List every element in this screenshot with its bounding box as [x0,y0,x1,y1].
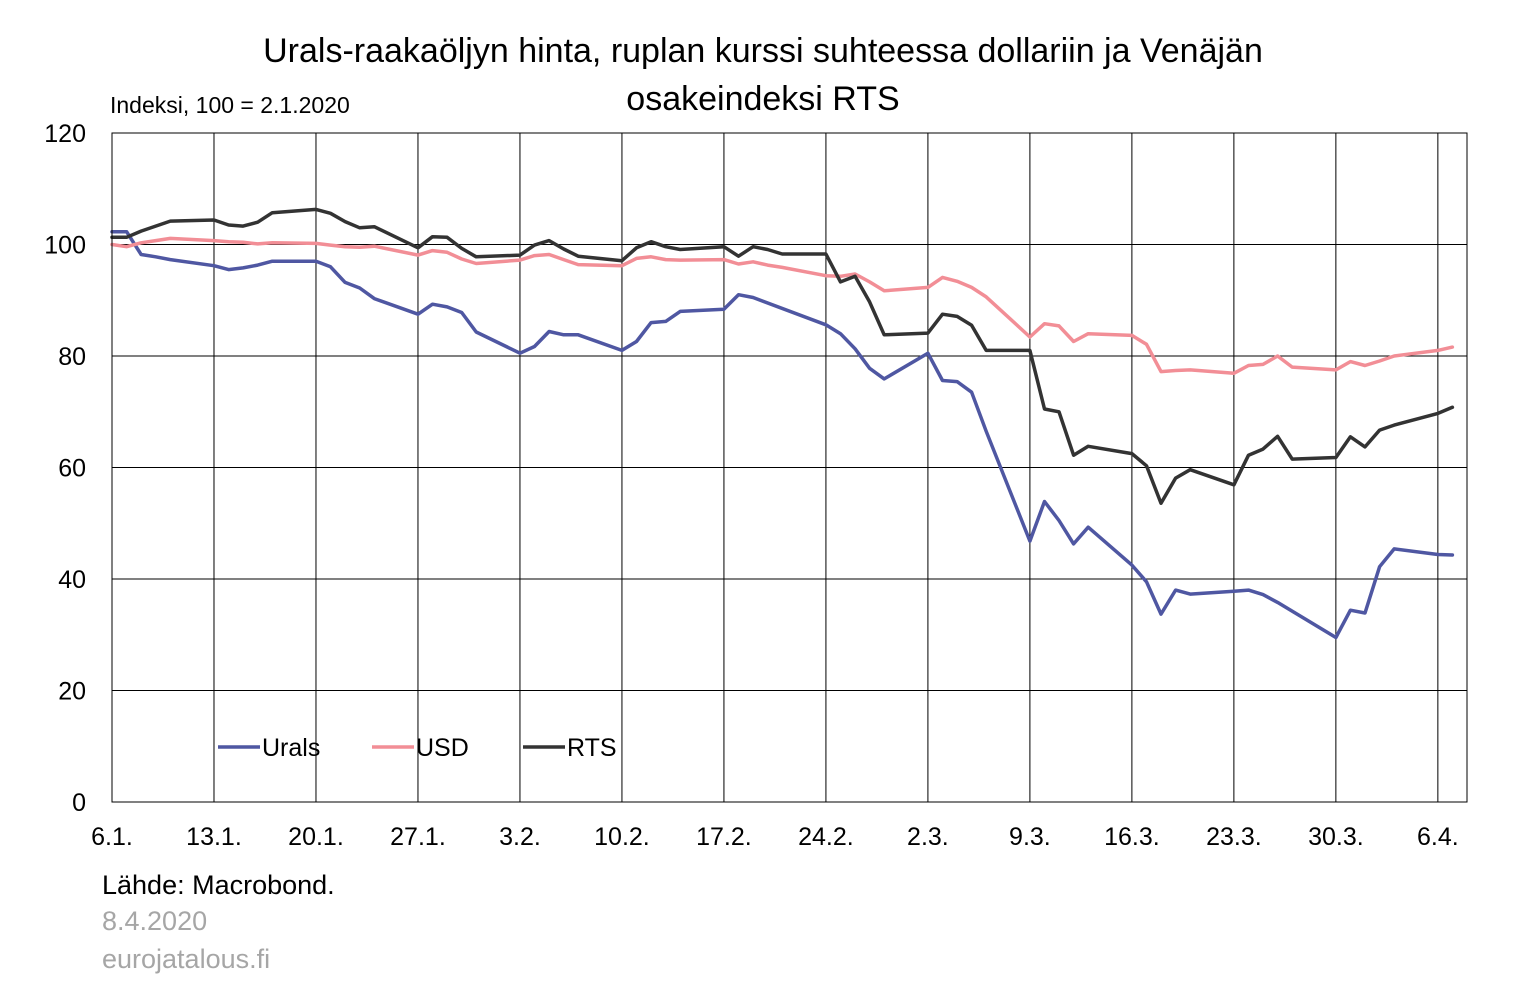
publication-date: 8.4.2020 [102,906,208,936]
x-tick-label: 6.1. [91,823,133,851]
chart-title-line-1: Urals-raakaöljyn hinta, ruplan kurssi su… [263,32,1263,70]
legend-label-usd: USD [416,734,469,762]
series-lines [110,207,1455,640]
x-tick-label: 10.2. [594,823,650,851]
y-tick-label: 0 [72,789,86,817]
x-tick-label: 24.2. [798,823,854,851]
series-line-urals [110,229,1455,640]
y-axis-ticks: 0 20 40 60 80 100 120 [44,120,86,817]
x-tick-label: 20.1. [288,823,344,851]
x-tick-label: 6.4. [1417,823,1459,851]
y-tick-label: 80 [58,343,86,371]
x-tick-label: 9.3. [1009,823,1051,851]
y-tick-label: 100 [44,232,86,260]
x-tick-label: 30.3. [1308,823,1364,851]
y-tick-label: 60 [58,455,86,483]
y-tick-label: 40 [58,566,86,594]
chart-title-line-2: osakeindeksi RTS [626,80,899,118]
legend-label-urals: Urals [262,734,320,762]
y-tick-label: 20 [58,678,86,706]
x-tick-label: 3.2. [499,823,541,851]
series-line-usd [110,236,1455,376]
line-chart: Urals-raakaöljyn hinta, ruplan kurssi su… [44,32,1468,851]
website-label: eurojatalous.fi [102,944,271,974]
x-axis-ticks: 6.1. 13.1. 20.1. 27.1. 3.2. 10.2. 17.2. 24.2. 2.… [91,823,1459,851]
x-tick-label: 16.3. [1104,823,1160,851]
legend: Urals USD RTS [218,734,617,762]
x-tick-label: 27.1. [390,823,446,851]
x-tick-label: 13.1. [186,823,242,851]
source-note: Lähde: Macrobond. [102,870,335,900]
y-tick-label: 120 [44,120,86,148]
y-axis-label: Indeksi, 100 = 2.1.2020 [110,92,350,118]
gridlines [111,132,1467,803]
x-tick-label: 2.3. [907,823,949,851]
x-tick-label: 17.2. [696,823,752,851]
x-tick-label: 23.3. [1206,823,1262,851]
plot-area-border [111,132,1468,803]
legend-label-rts: RTS [567,734,617,762]
series-line-rts [110,207,1455,505]
